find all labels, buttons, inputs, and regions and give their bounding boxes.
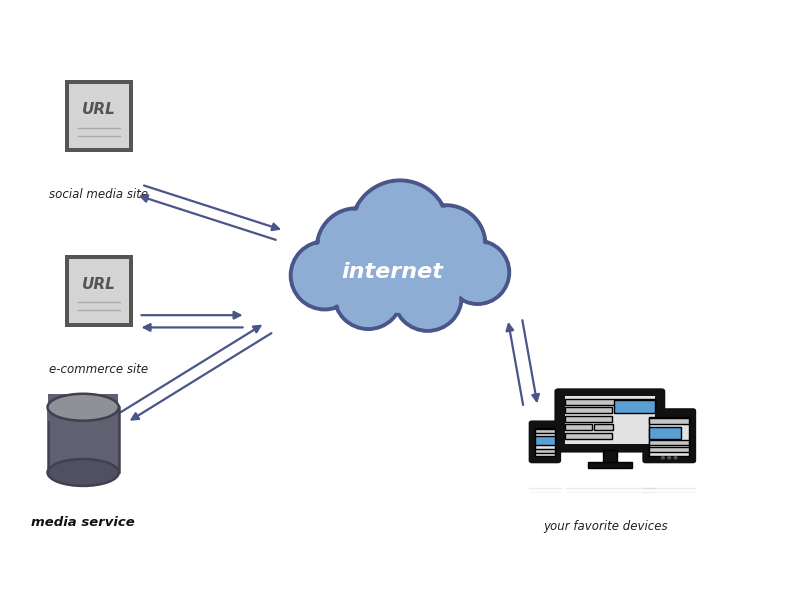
- Ellipse shape: [293, 244, 356, 307]
- FancyBboxPatch shape: [565, 407, 611, 413]
- FancyBboxPatch shape: [649, 427, 681, 439]
- FancyBboxPatch shape: [535, 428, 555, 456]
- Ellipse shape: [319, 211, 394, 285]
- FancyBboxPatch shape: [535, 449, 555, 453]
- Text: URL: URL: [82, 102, 116, 118]
- Text: e-commerce site: e-commerce site: [49, 363, 149, 376]
- FancyBboxPatch shape: [588, 461, 632, 468]
- Ellipse shape: [337, 263, 400, 327]
- Ellipse shape: [446, 241, 509, 304]
- FancyBboxPatch shape: [70, 84, 128, 148]
- Text: URL: URL: [82, 277, 116, 292]
- FancyBboxPatch shape: [529, 420, 562, 463]
- FancyBboxPatch shape: [649, 447, 689, 452]
- Ellipse shape: [351, 217, 449, 315]
- Ellipse shape: [394, 263, 462, 331]
- FancyBboxPatch shape: [48, 394, 118, 420]
- Ellipse shape: [406, 205, 485, 285]
- FancyBboxPatch shape: [70, 258, 128, 323]
- Circle shape: [674, 457, 677, 459]
- FancyBboxPatch shape: [64, 255, 133, 327]
- Ellipse shape: [351, 181, 449, 278]
- FancyBboxPatch shape: [615, 400, 655, 413]
- Text: your favorite devices: your favorite devices: [543, 520, 668, 533]
- Ellipse shape: [448, 243, 507, 302]
- Ellipse shape: [317, 208, 396, 288]
- FancyBboxPatch shape: [649, 439, 689, 445]
- FancyBboxPatch shape: [64, 80, 133, 152]
- Text: social media site: social media site: [49, 188, 149, 201]
- Ellipse shape: [353, 183, 447, 276]
- Ellipse shape: [334, 261, 402, 329]
- FancyBboxPatch shape: [565, 397, 655, 444]
- FancyBboxPatch shape: [642, 408, 696, 463]
- Ellipse shape: [409, 207, 483, 282]
- FancyBboxPatch shape: [603, 449, 617, 463]
- FancyBboxPatch shape: [535, 436, 555, 445]
- FancyBboxPatch shape: [565, 416, 611, 422]
- Circle shape: [668, 457, 671, 459]
- FancyBboxPatch shape: [48, 407, 119, 472]
- FancyBboxPatch shape: [595, 424, 612, 430]
- Text: internet: internet: [341, 263, 443, 282]
- Ellipse shape: [48, 459, 119, 486]
- FancyBboxPatch shape: [535, 429, 555, 433]
- FancyBboxPatch shape: [565, 433, 611, 439]
- FancyBboxPatch shape: [649, 417, 689, 457]
- Ellipse shape: [353, 220, 447, 313]
- Text: media service: media service: [32, 516, 135, 529]
- Circle shape: [661, 457, 664, 459]
- Ellipse shape: [291, 241, 359, 310]
- FancyBboxPatch shape: [565, 424, 592, 430]
- FancyBboxPatch shape: [565, 398, 655, 405]
- Ellipse shape: [396, 265, 459, 329]
- FancyBboxPatch shape: [649, 419, 689, 424]
- Ellipse shape: [48, 394, 119, 420]
- FancyBboxPatch shape: [554, 388, 665, 453]
